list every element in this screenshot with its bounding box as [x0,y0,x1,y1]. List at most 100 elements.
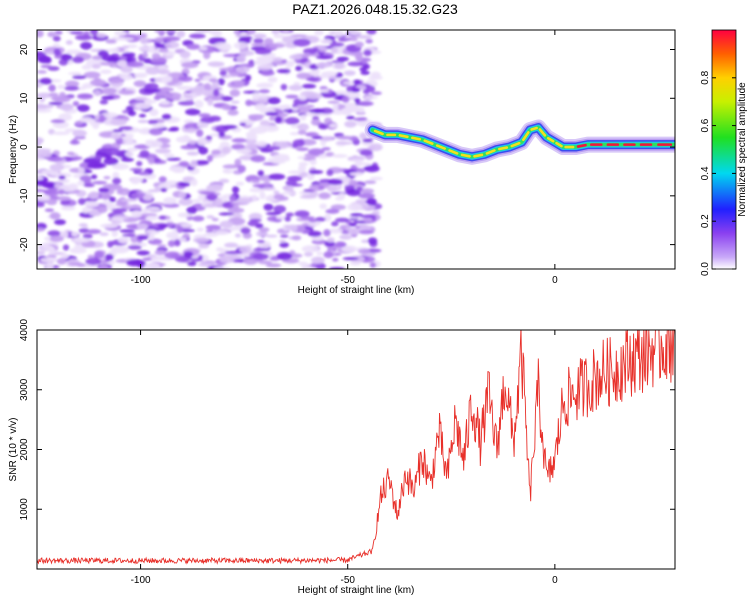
noise-blob [295,65,303,72]
noise-blob [194,78,201,82]
noise-blob [145,67,160,75]
noise-blob [176,97,193,101]
noise-blob [310,118,321,126]
noise-blob [353,117,368,122]
noise-blob [285,94,299,99]
noise-blob [341,95,350,103]
signal-hot-segment [398,134,409,139]
noise-blob [117,188,125,195]
noise-blob [52,131,70,136]
noise-blob [78,228,90,234]
noise-blob [276,252,293,260]
y-tick-label: -20 [19,237,30,252]
noise-blob [169,126,180,131]
noise-blob [257,124,267,130]
noise-blob [331,221,339,227]
noise-blob [335,241,347,248]
noise-blob [346,189,361,197]
noise-blob [101,95,115,100]
noise-blob [325,208,340,214]
noise-blob [239,122,247,126]
noise-blob [159,100,171,105]
signal-hot-segment [530,126,538,131]
noise-blob [180,145,198,150]
noise-blob [267,97,281,105]
noise-blob [291,235,302,241]
signal-track-layer [370,125,675,159]
noise-blob [242,232,252,239]
noise-blob [39,257,58,263]
noise-blob [157,69,171,75]
noise-blob [172,97,181,101]
noise-blob [197,138,208,146]
noise-blob [263,181,271,186]
noise-blob [49,235,64,242]
noise-blob [358,101,374,107]
x-tick-label: -50 [340,575,355,586]
noise-blob [250,155,266,163]
noise-blob [258,89,270,94]
signal-hot-segment [473,153,484,158]
noise-blob [196,227,204,232]
noise-blob [139,150,150,158]
noise-blob [312,70,320,77]
noise-blob [292,107,299,112]
noise-blob [133,80,147,88]
noise-blob [348,31,362,35]
noise-blob [118,126,134,131]
noise-blob [47,230,61,237]
noise-blob [239,36,253,40]
noise-blob [221,104,232,111]
noise-blob [265,111,279,116]
noise-blob [249,218,262,223]
noise-blob [185,108,201,116]
noise-blob [53,96,71,103]
noise-blob [314,30,324,36]
noise-blob [318,74,332,79]
noise-blob [137,235,149,240]
noise-blob [222,164,239,169]
noise-blob [263,203,274,211]
noise-blob [185,90,192,94]
noise-blob [178,86,189,90]
signal-hot-segment [546,136,555,143]
noise-blob [40,64,53,69]
noise-blob [347,61,364,67]
noise-blob [345,104,359,112]
x-tick-label: -100 [131,575,151,586]
noise-blob [166,157,182,161]
noise-blob [112,177,122,185]
noise-blob [339,234,353,240]
noise-blob [281,191,297,195]
y-tick-label: 20 [19,44,30,56]
noise-blob [74,136,86,140]
noise-blob [184,122,201,131]
noise-blob [251,42,268,47]
noise-blob [163,180,179,185]
noise-blob [62,244,70,251]
noise-blob [99,99,109,105]
noise-blob [288,84,303,91]
noise-blob [231,138,247,143]
noise-blob [363,49,372,57]
noise-blob [259,191,266,200]
noise-blob [54,183,61,189]
noise-blob [369,143,383,152]
noise-blob [299,195,317,199]
noise-blob [146,206,161,212]
noise-blob [334,62,345,69]
noise-blob [134,102,152,110]
noise-blob [329,266,345,269]
noise-blob [37,92,53,99]
noise-blob [314,217,326,222]
noise-blob [205,229,214,233]
noise-blob [105,147,120,156]
noise-blob [161,113,172,120]
noise-blob [268,43,285,49]
noise-blob [94,251,105,259]
y-axis-label: SNR (10 * v/v) [8,418,19,482]
noise-blob [229,71,240,77]
signal-hot-segment [373,129,384,136]
noise-blob [37,70,48,74]
noise-blob [367,237,378,245]
